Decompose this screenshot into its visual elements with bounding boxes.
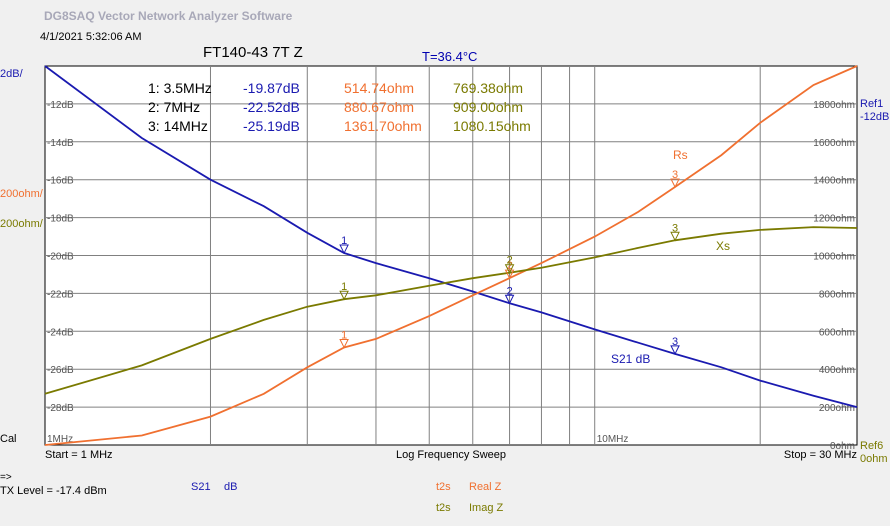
marker-id-label: 1 <box>341 329 347 341</box>
right-tick-label: 600ohm <box>819 327 855 338</box>
marker-table-s21: -19.87dB <box>243 80 300 96</box>
right-tick-label: 1200ohm <box>813 214 855 225</box>
marker-table-xs: 769.38ohm <box>453 80 523 96</box>
ref6-label: Ref6 <box>860 440 883 452</box>
trace-label: S21 dB <box>611 352 650 366</box>
right-tick-label: 1000ohm <box>813 252 855 263</box>
arrow-label: => <box>0 472 12 483</box>
marker-triangle <box>670 231 680 242</box>
marker-table-xs: 909.00ohm <box>453 99 523 115</box>
marker-table-rs: 1361.70ohm <box>344 118 422 134</box>
right-tick-label: 200ohm <box>819 403 855 414</box>
temperature-readout: T=36.4°C <box>422 49 478 64</box>
marker-table-label: 1: 3.5MHz <box>148 80 212 96</box>
series-line-xs <box>44 226 858 395</box>
marker-triangle <box>670 178 680 189</box>
marker-id-label: 3 <box>672 169 678 181</box>
marker-table-s21: -25.19dB <box>243 118 300 134</box>
marker-triangle <box>504 294 515 305</box>
marker-id-label: 2 <box>507 285 513 297</box>
legend-s21-unit: dB <box>224 481 237 493</box>
sweep-label: Log Frequency Sweep <box>396 449 506 461</box>
marker-triangle <box>670 345 680 355</box>
x-tick-label: 10MHz <box>597 434 629 445</box>
marker-triangle <box>339 338 349 349</box>
legend-s21-name: S21 <box>191 481 211 493</box>
marker-id-label: 3 <box>672 336 678 348</box>
left-tick-label: -20dB <box>47 252 74 263</box>
left-tick-label: -22dB <box>47 289 74 300</box>
marker-id-label: 1 <box>341 235 347 247</box>
legend-imag-z: Imag Z <box>469 502 504 514</box>
left-tick-label: -18dB <box>47 214 74 225</box>
left-scale-rs: 200ohm/ <box>0 188 44 200</box>
marker-triangle <box>504 264 515 274</box>
stop-label: Stop = 30 MHz <box>784 449 857 461</box>
plot-title: FT140-43 7T Z <box>203 44 303 61</box>
marker-table-s21: -22.52dB <box>243 99 300 115</box>
marker-table-label: 2: 7MHz <box>148 99 200 115</box>
marker-table-rs: 880.67ohm <box>344 99 414 115</box>
x-tick-label: 1MHz <box>47 434 73 445</box>
ref6-value: 0ohm <box>860 453 888 465</box>
legend-real-z: Real Z <box>469 481 502 493</box>
right-tick-label: 1800ohm <box>813 100 855 111</box>
tx-level: TX Level = -17.4 dBm <box>0 485 107 497</box>
left-tick-label: -24dB <box>47 327 74 338</box>
marker-id-label: 1 <box>341 281 347 293</box>
left-tick-label: -26dB <box>47 365 74 376</box>
marker-table-label: 3: 14MHz <box>148 118 208 134</box>
trace-label: Rs <box>673 148 688 162</box>
legend-t2s-imag: t2s <box>436 502 451 514</box>
marker-triangle <box>504 269 515 280</box>
marker-triangle <box>339 244 349 255</box>
right-tick-label: 400ohm <box>819 365 855 376</box>
ref1-label: Ref1 <box>860 98 883 110</box>
trace-label: Xs <box>716 239 730 253</box>
right-tick-label: 800ohm <box>819 289 855 300</box>
series-line-s21-db <box>44 65 858 408</box>
timestamp: 4/1/2021 5:32:06 AM <box>40 31 142 43</box>
app-title: DG8SAQ Vector Network Analyzer Software <box>44 9 293 23</box>
right-tick-label: 1400ohm <box>813 176 855 187</box>
left-tick-label: -28dB <box>47 403 74 414</box>
marker-id-label: 2 <box>507 255 513 267</box>
cal-label: Cal <box>0 433 17 445</box>
left-scale-s21: 2dB/ <box>0 68 24 80</box>
legend-t2s-real: t2s <box>436 481 451 493</box>
start-label: Start = 1 MHz <box>45 449 113 461</box>
left-tick-label: -14dB <box>47 138 74 149</box>
marker-id-label: 3 <box>672 222 678 234</box>
left-tick-label: -12dB <box>47 100 74 111</box>
right-tick-label: 0ohm <box>830 441 855 452</box>
right-tick-label: 1600ohm <box>813 138 855 149</box>
series-line-rs <box>44 65 858 446</box>
left-tick-label: -16dB <box>47 176 74 187</box>
marker-triangle <box>339 290 349 301</box>
ref1-value: -12dB <box>860 111 889 123</box>
marker-table-xs: 1080.15ohm <box>453 118 531 134</box>
marker-id-label: 2 <box>507 260 513 272</box>
marker-table-rs: 514.74ohm <box>344 80 414 96</box>
left-scale-xs: 200ohm/ <box>0 218 44 230</box>
